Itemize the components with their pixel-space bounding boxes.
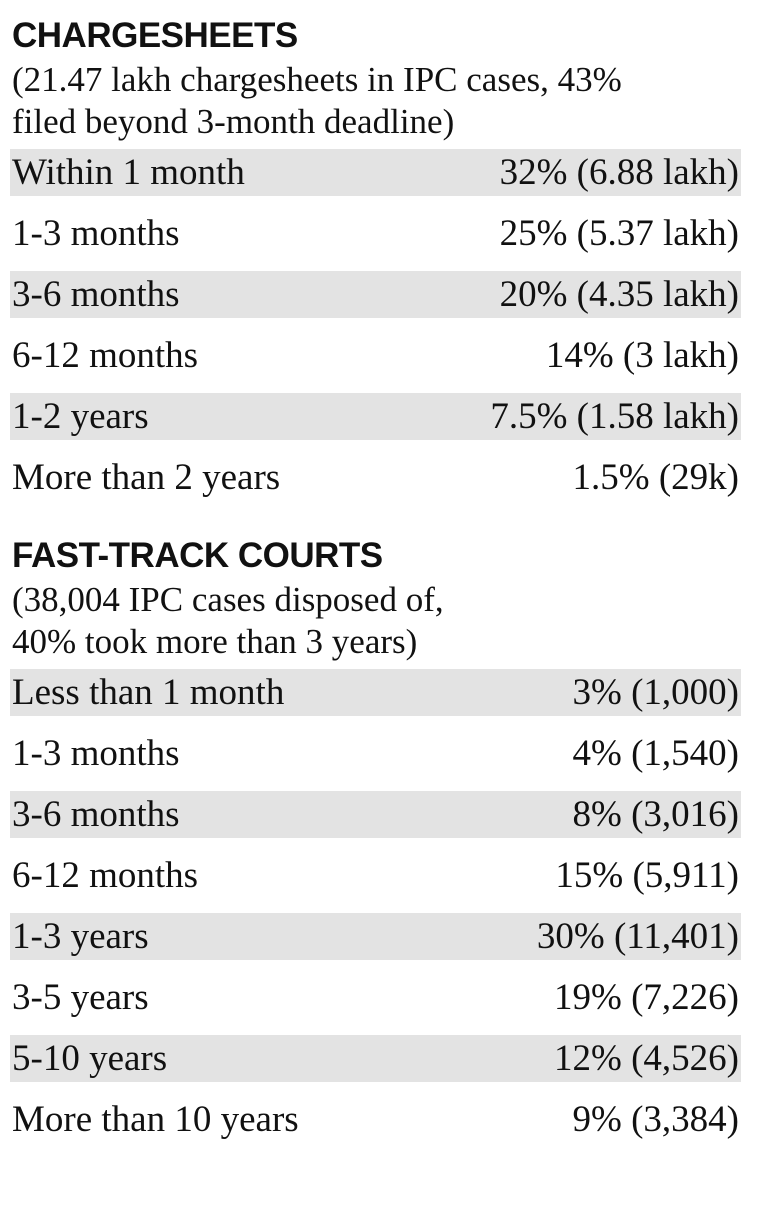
- section-subtitle-line1: (38,004 IPC cases disposed of,: [12, 580, 444, 619]
- table-row: Within 1 month 32% (6.88 lakh): [10, 149, 741, 196]
- row-label: 3-6 months: [12, 274, 180, 315]
- row-label: 1-3 months: [12, 733, 180, 774]
- row-value: 1.5% (29k): [572, 457, 739, 498]
- row-label: 3-5 years: [12, 977, 149, 1018]
- table-row: 1-3 months 25% (5.37 lakh): [10, 203, 741, 264]
- table-row: 3-6 months 20% (4.35 lakh): [10, 271, 741, 318]
- section-subtitle-line2: 40% took more than 3 years): [12, 622, 418, 661]
- row-value: 9% (3,384): [572, 1099, 739, 1140]
- row-value: 8% (3,016): [572, 794, 739, 835]
- row-label: 1-3 months: [12, 213, 180, 254]
- row-label: 1-3 years: [12, 916, 149, 957]
- row-label: Within 1 month: [12, 152, 245, 193]
- row-label: 6-12 months: [12, 855, 199, 896]
- fast-track-courts-section: FAST-TRACK COURTS (38,004 IPC cases disp…: [10, 536, 741, 1150]
- row-label: More than 10 years: [12, 1099, 299, 1140]
- row-value: 32% (6.88 lakh): [499, 152, 739, 193]
- row-label: 1-2 years: [12, 396, 149, 437]
- row-label: Less than 1 month: [12, 672, 285, 713]
- row-value: 30% (11,401): [536, 916, 739, 957]
- table-row: 1-3 months 4% (1,540): [10, 723, 741, 784]
- table-row: 5-10 years 12% (4,526): [10, 1035, 741, 1082]
- row-value: 25% (5.37 lakh): [499, 213, 739, 254]
- table-row: 6-12 months 15% (5,911): [10, 845, 741, 906]
- section-subtitle-line2: filed beyond 3-month deadline): [12, 102, 455, 141]
- row-value: 15% (5,911): [555, 855, 739, 896]
- row-label: More than 2 years: [12, 457, 281, 498]
- section-gap: [10, 508, 741, 530]
- chargesheets-section: CHARGESHEETS (21.47 lakh chargesheets in…: [10, 16, 741, 508]
- row-value: 14% (3 lakh): [545, 335, 739, 376]
- table-row: 1-3 years 30% (11,401): [10, 913, 741, 960]
- table-row: 1-2 years 7.5% (1.58 lakh): [10, 393, 741, 440]
- row-label: 5-10 years: [12, 1038, 168, 1079]
- section-title: CHARGESHEETS: [12, 16, 298, 55]
- section-title: FAST-TRACK COURTS: [12, 536, 383, 575]
- table-row: More than 2 years 1.5% (29k): [10, 447, 741, 508]
- row-label: 3-6 months: [12, 794, 180, 835]
- table-row: 3-5 years 19% (7,226): [10, 967, 741, 1028]
- section-subtitle-line1: (21.47 lakh chargesheets in IPC cases, 4…: [12, 60, 622, 99]
- table-row: More than 10 years 9% (3,384): [10, 1089, 741, 1150]
- row-value: 20% (4.35 lakh): [499, 274, 739, 315]
- table-row: Less than 1 month 3% (1,000): [10, 669, 741, 716]
- row-value: 19% (7,226): [554, 977, 739, 1018]
- row-value: 3% (1,000): [572, 672, 739, 713]
- row-value: 7.5% (1.58 lakh): [490, 396, 739, 437]
- fast-track-table: Less than 1 month 3% (1,000) 1-3 months …: [10, 669, 741, 1150]
- chargesheets-table: Within 1 month 32% (6.88 lakh) 1-3 month…: [10, 149, 741, 508]
- row-value: 12% (4,526): [554, 1038, 739, 1079]
- table-row: 6-12 months 14% (3 lakh): [10, 325, 741, 386]
- table-row: 3-6 months 8% (3,016): [10, 791, 741, 838]
- row-label: 6-12 months: [12, 335, 199, 376]
- row-value: 4% (1,540): [572, 733, 739, 774]
